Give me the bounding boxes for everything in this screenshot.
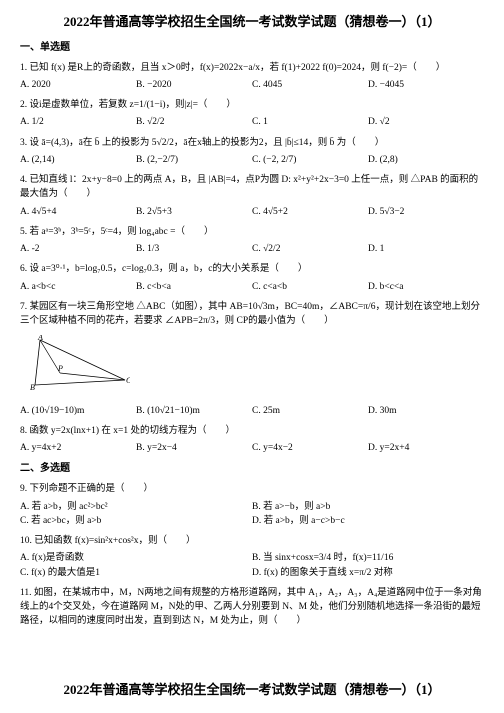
q2-choice-c: C. 1 xyxy=(252,115,368,129)
q5: 5. 若 aᵃ=3ᵇ，3ᵇ=5ᶜ，5ᶜ=4，则 log₄abc =（ ） A. … xyxy=(20,225,484,257)
q9-choice-d: D. 若 a>b，则 a−c>b−c xyxy=(252,514,484,528)
q7-choice-c: C. 25m xyxy=(252,404,368,418)
q4-choice-d: D. 5√3−2 xyxy=(368,205,484,219)
q2-choice-d: D. √2 xyxy=(368,115,484,129)
q5-choice-b: B. 1/3 xyxy=(136,242,252,256)
q3-choice-c: C. (−2, 2/7) xyxy=(252,153,368,167)
q2: 2. 设i是虚数单位，若复数 z=1/(1−i)，则|z|=（ ） A. 1/2… xyxy=(20,98,484,130)
section-multi-choice: 二、多选题 xyxy=(20,461,484,476)
q3-choice-a: A. (2,14) xyxy=(20,153,136,167)
svg-text:P: P xyxy=(57,364,63,373)
q3-choice-d: D. (2,8) xyxy=(368,153,484,167)
q9-choice-a: A. 若 a>b，则 ac²>bc² xyxy=(20,500,252,514)
q4-choice-c: C. 4√5+2 xyxy=(252,205,368,219)
q8-choice-a: A. y=4x+2 xyxy=(20,441,136,455)
q11: 11. 如图，在某城市中，M，N两地之间有规整的方格形道路网，其中 A₁，A₂，… xyxy=(20,586,484,629)
q1-text: 1. 已知 f(x) 是R上的奇函数，且当 x＞0时，f(x)=2022x−a/… xyxy=(20,61,484,75)
q6-text: 6. 设 a=3⁰·¹，b=log₇0.5，c=log₇0.3，则 a，b，c的… xyxy=(20,262,484,276)
q1-choice-c: C. 4045 xyxy=(252,78,368,92)
svg-text:B: B xyxy=(30,383,35,392)
q9-choice-c: C. 若 ac>bc，则 a>b xyxy=(20,514,252,528)
q7-choice-b: B. (10√21−10)m xyxy=(136,404,252,418)
q9: 9. 下列命题不正确的是（ ） A. 若 a>b，则 ac²>bc² B. 若 … xyxy=(20,482,484,528)
q3-text: 3. 设 ā=(4,3)，ā在 b̄ 上的投影为 5√2/2，ā在x轴上的投影为… xyxy=(20,136,484,150)
q6: 6. 设 a=3⁰·¹，b=log₇0.5，c=log₇0.3，则 a，b，c的… xyxy=(20,262,484,294)
q10-choice-d: D. f(x) 的图象关于直线 x=π/2 对称 xyxy=(252,566,484,580)
q7-choice-a: A. (10√19−10)m xyxy=(20,404,136,418)
section-single-choice: 一、单选题 xyxy=(20,40,484,55)
q10: 10. 已知函数 f(x)=sin²x+cos²x，则（ ） A. f(x)是奇… xyxy=(20,534,484,580)
q6-choice-c: C. c<a<b xyxy=(252,280,368,294)
q5-choice-a: A. -2 xyxy=(20,242,136,256)
q5-choice-d: D. 1 xyxy=(368,242,484,256)
q9-text: 9. 下列命题不正确的是（ ） xyxy=(20,482,484,496)
svg-text:A: A xyxy=(37,335,43,342)
q4-text: 4. 已知直线 l：2x+y−8=0 上的两点 A，B，且 |AB|=4，点P为… xyxy=(20,173,484,202)
page-title: 2022年普通高等学校招生全国统一考试数学试题（猜想卷一）（1） xyxy=(20,12,484,32)
q6-choice-b: B. c<b<a xyxy=(136,280,252,294)
q9-choice-b: B. 若 a>−b，则 a>b xyxy=(252,500,484,514)
q6-choice-d: D. b<c<a xyxy=(368,280,484,294)
q2-choice-b: B. √2/2 xyxy=(136,115,252,129)
q7: 7. 某园区有一块三角形空地 △ABC（如图），其中 AB=10√3m，BC=4… xyxy=(20,300,484,418)
q1-choice-b: B. −2020 xyxy=(136,78,252,92)
q1-choice-d: D. −4045 xyxy=(368,78,484,92)
q10-choice-a: A. f(x)是奇函数 xyxy=(20,551,252,565)
q2-text: 2. 设i是虚数单位，若复数 z=1/(1−i)，则|z|=（ ） xyxy=(20,98,484,112)
q10-choice-b: B. 当 sinx+cosx=3/4 时，f(x)=11/16 xyxy=(252,551,484,565)
q2-choice-a: A. 1/2 xyxy=(20,115,136,129)
q5-choice-c: C. √2/2 xyxy=(252,242,368,256)
q7-choice-d: D. 30m xyxy=(368,404,484,418)
q10-text: 10. 已知函数 f(x)=sin²x+cos²x，则（ ） xyxy=(20,534,484,548)
q1-choice-a: A. 2020 xyxy=(20,78,136,92)
q11-text: 11. 如图，在某城市中，M，N两地之间有规整的方格形道路网，其中 A₁，A₂，… xyxy=(20,586,484,629)
q4: 4. 已知直线 l：2x+y−8=0 上的两点 A，B，且 |AB|=4，点P为… xyxy=(20,173,484,219)
q1: 1. 已知 f(x) 是R上的奇函数，且当 x＞0时，f(x)=2022x−a/… xyxy=(20,61,484,93)
q7-text: 7. 某园区有一块三角形空地 △ABC（如图），其中 AB=10√3m，BC=4… xyxy=(20,300,484,329)
q8-choice-d: D. y=2x+4 xyxy=(368,441,484,455)
svg-text:C: C xyxy=(126,376,130,385)
q7-triangle-diagram: A B C P xyxy=(30,335,130,393)
q6-choice-a: A. a<b<c xyxy=(20,280,136,294)
q8-text: 8. 函数 y=2x(lnx+1) 在 x=1 处的切线方程为（ ） xyxy=(20,424,484,438)
q5-text: 5. 若 aᵃ=3ᵇ，3ᵇ=5ᶜ，5ᶜ=4，则 log₄abc =（ ） xyxy=(20,225,484,239)
q4-choice-a: A. 4√5+4 xyxy=(20,205,136,219)
q3: 3. 设 ā=(4,3)，ā在 b̄ 上的投影为 5√2/2，ā在x轴上的投影为… xyxy=(20,136,484,168)
q4-choice-b: B. 2√5+3 xyxy=(136,205,252,219)
page-footer: 2022年普通高等学校招生全国统一考试数学试题（猜想卷一）（1） xyxy=(0,680,504,700)
q10-choice-c: C. f(x) 的最大值是1 xyxy=(20,566,252,580)
q8-choice-b: B. y=2x−4 xyxy=(136,441,252,455)
q3-choice-b: B. (2,−2/7) xyxy=(136,153,252,167)
q8: 8. 函数 y=2x(lnx+1) 在 x=1 处的切线方程为（ ） A. y=… xyxy=(20,424,484,456)
q8-choice-c: C. y=4x−2 xyxy=(252,441,368,455)
